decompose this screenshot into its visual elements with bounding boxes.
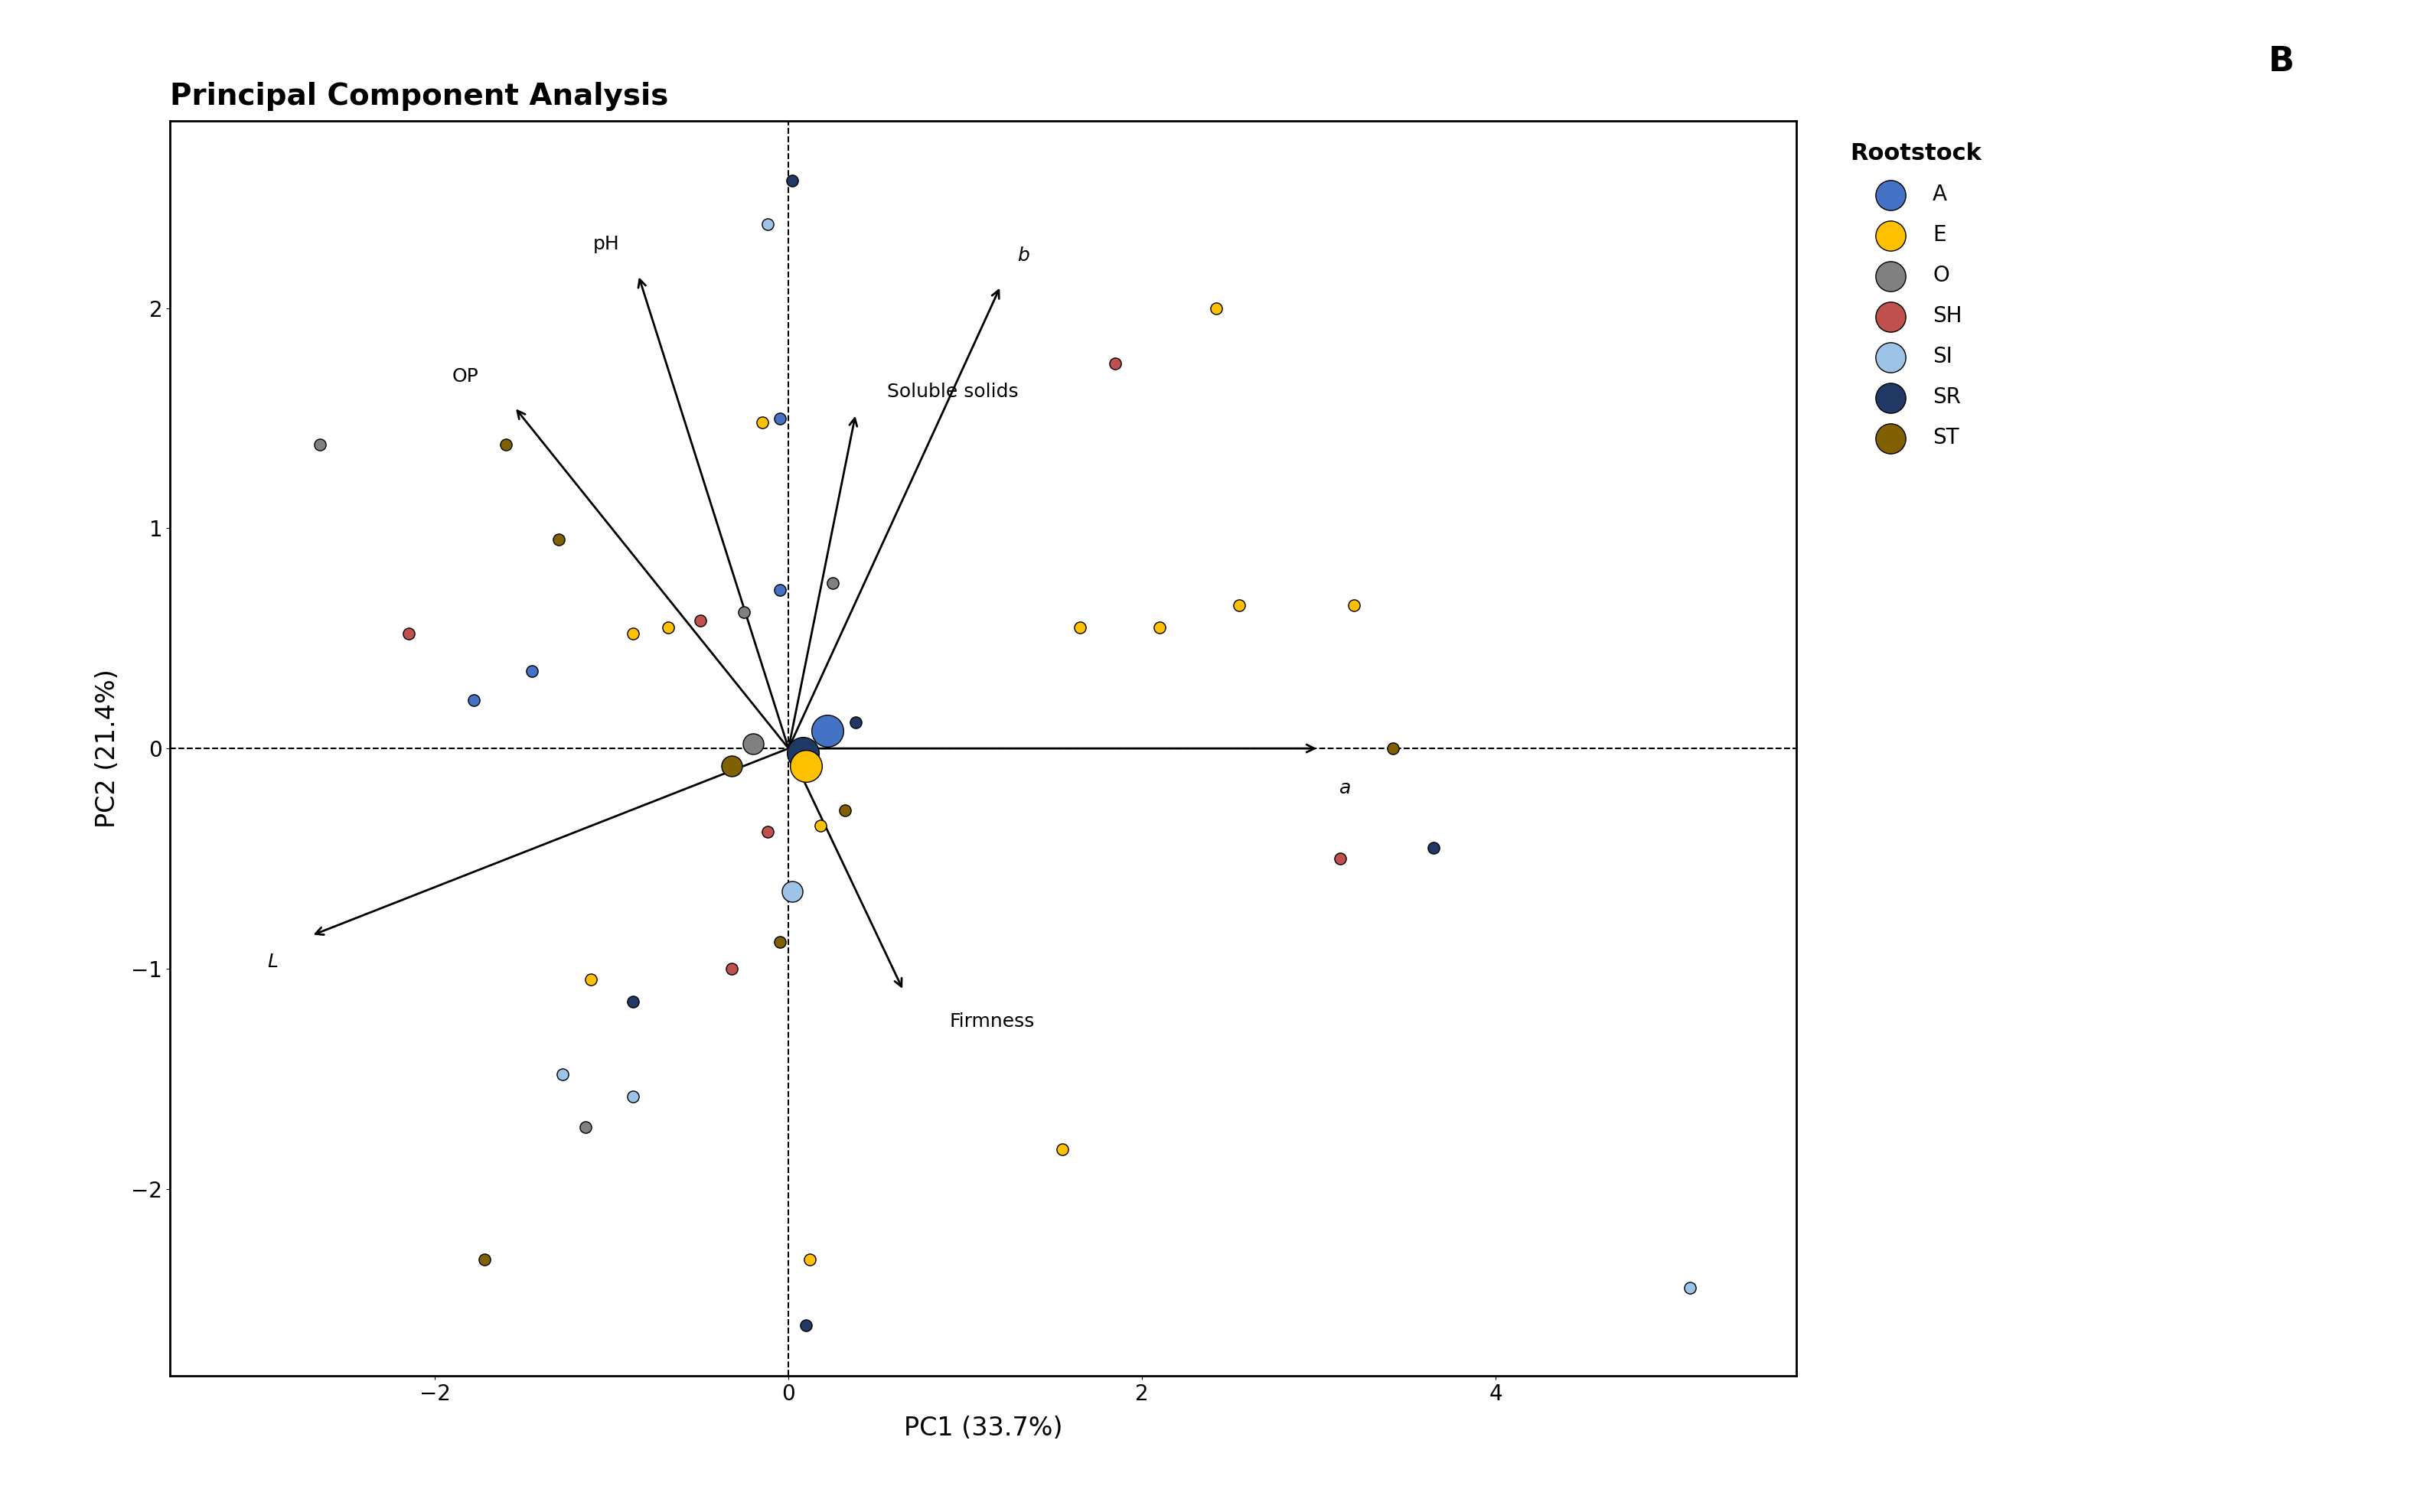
Text: b: b xyxy=(1017,246,1029,265)
Point xyxy=(485,432,524,457)
Text: pH: pH xyxy=(592,234,619,254)
Point xyxy=(743,410,781,434)
Point xyxy=(1335,593,1374,617)
X-axis label: PC1 (33.7%): PC1 (33.7%) xyxy=(903,1415,1063,1441)
Point xyxy=(614,621,653,646)
Point xyxy=(813,572,852,596)
Text: Principal Component Analysis: Principal Component Analysis xyxy=(170,82,667,112)
Point xyxy=(733,732,772,756)
Text: Firmness: Firmness xyxy=(949,1012,1034,1031)
Legend: A, E, O, SH, SI, SR, ST: A, E, O, SH, SI, SR, ST xyxy=(1840,132,1993,460)
Point xyxy=(614,1084,653,1108)
Point xyxy=(454,688,493,712)
Point xyxy=(760,407,798,431)
Point xyxy=(748,212,786,236)
Point xyxy=(1061,615,1099,640)
Point xyxy=(466,1247,505,1272)
Point xyxy=(1415,836,1454,860)
Text: a: a xyxy=(1340,779,1352,797)
Point xyxy=(772,880,811,904)
Point xyxy=(801,813,840,838)
Point xyxy=(1097,351,1136,375)
Point xyxy=(748,820,786,844)
Point xyxy=(760,930,798,954)
Point xyxy=(301,432,340,457)
Point xyxy=(512,659,551,683)
Point xyxy=(1374,736,1413,761)
Point xyxy=(825,798,864,823)
Y-axis label: PC2 (21.4%): PC2 (21.4%) xyxy=(95,668,121,829)
Point xyxy=(1044,1137,1082,1161)
Point xyxy=(648,615,687,640)
Text: L: L xyxy=(267,953,277,971)
Point xyxy=(786,1314,825,1338)
Point xyxy=(544,1063,582,1087)
Point xyxy=(614,989,653,1013)
Point xyxy=(680,609,718,634)
Text: B: B xyxy=(2269,45,2294,79)
Point xyxy=(570,968,609,992)
Point xyxy=(714,957,752,981)
Point xyxy=(786,754,825,779)
Point xyxy=(784,741,823,765)
Point xyxy=(1320,847,1359,871)
Point xyxy=(837,711,876,735)
Text: Soluble solids: Soluble solids xyxy=(888,383,1019,401)
Point xyxy=(714,754,752,779)
Point xyxy=(1141,615,1180,640)
Point xyxy=(1670,1276,1709,1300)
Point xyxy=(760,578,798,602)
Point xyxy=(388,621,427,646)
Point xyxy=(808,718,847,742)
Point xyxy=(1221,593,1260,617)
Point xyxy=(791,1247,830,1272)
Point xyxy=(539,528,578,552)
Point xyxy=(565,1114,604,1139)
Point xyxy=(1197,296,1235,321)
Text: OP: OP xyxy=(451,367,478,386)
Point xyxy=(726,600,765,624)
Point xyxy=(772,168,811,192)
